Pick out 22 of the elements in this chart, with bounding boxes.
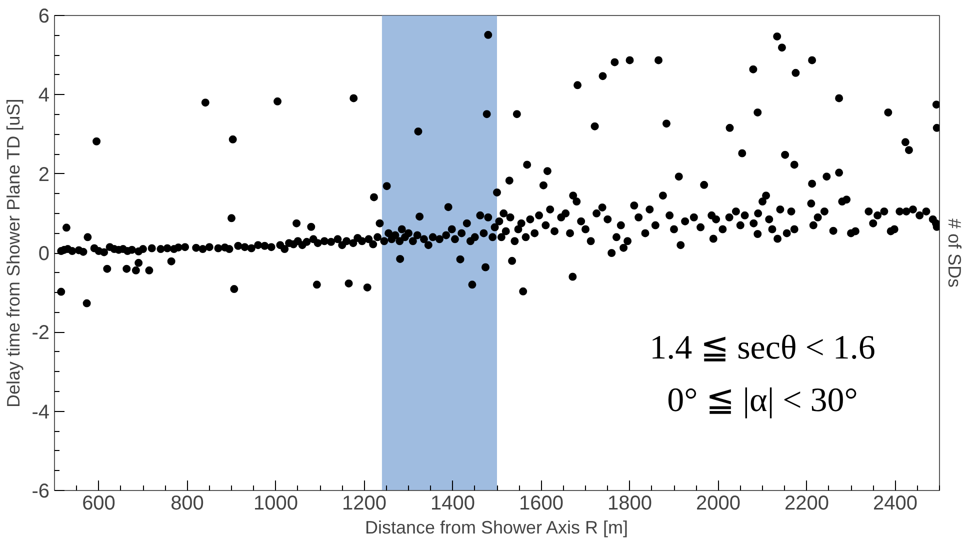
y-tick-label: -2	[32, 322, 50, 344]
x-tick-label: 2400	[873, 492, 918, 514]
annotation: 0° ≦ |α| < 30°	[667, 382, 858, 419]
x-tick-label: 800	[170, 492, 204, 514]
y-tick-label: -6	[32, 480, 50, 502]
x-tick-label: 1400	[430, 492, 476, 514]
annotation: 1.4 ≦ secθ < 1.6	[650, 330, 876, 366]
x-tick-label: 600	[82, 492, 116, 514]
y2-axis-title: # of SDs	[944, 218, 964, 288]
y-tick-label: 0	[38, 243, 50, 265]
y-tick-label: 4	[38, 84, 50, 107]
x-tick-label: 2200	[784, 492, 830, 514]
x-tick-label: 1600	[519, 492, 564, 514]
x-tick-label: 1200	[342, 492, 387, 514]
y-tick-label: -4	[32, 401, 50, 424]
x-tick-label: 2000	[696, 492, 741, 514]
y-tick-label: 6	[38, 6, 50, 28]
x-tick-label: 1000	[254, 492, 298, 514]
y-axis-title: Delay time from Shower Plane TD [uS]	[4, 98, 24, 408]
y-tick-label: 2	[38, 164, 50, 186]
x-tick-label: 1800	[608, 492, 652, 514]
x-axis-title: Distance from Shower Axis R [m]	[364, 518, 628, 538]
